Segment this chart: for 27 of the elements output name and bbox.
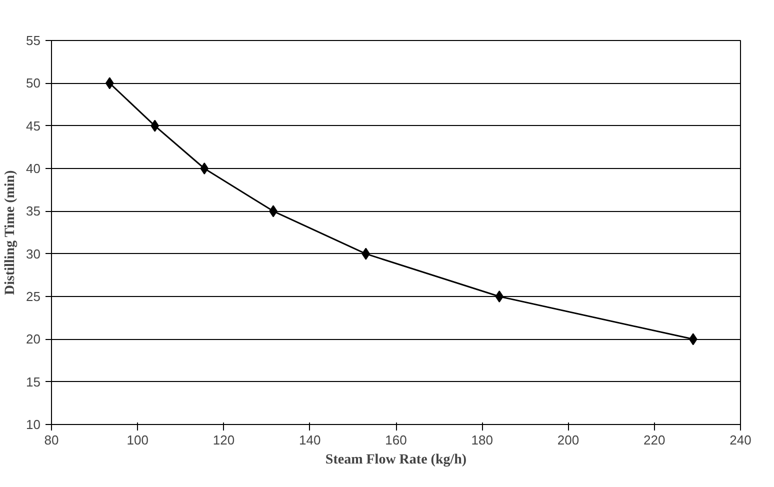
point: [688, 333, 698, 346]
x-tick-label: 240: [730, 432, 752, 448]
x-tick-label: 160: [385, 432, 407, 448]
y-tick-label: 20: [26, 332, 41, 347]
point: [495, 290, 504, 302]
x-tick-label: 220: [644, 432, 666, 448]
x-tick-label: 140: [299, 432, 321, 448]
y-axis-title: Distilling Time (min): [3, 170, 18, 295]
y-tick-label: 15: [26, 374, 41, 390]
y-tick-label: 25: [26, 289, 41, 304]
y-tick-label: 55: [26, 33, 41, 48]
x-tick-label: 120: [212, 432, 235, 448]
point: [105, 77, 114, 90]
x-tick-label: 100: [126, 432, 148, 448]
x-axis-title: Steam Flow Rate (kg/h): [325, 452, 467, 468]
point: [362, 248, 370, 260]
x-tick-label: 180: [471, 432, 493, 448]
x-tick-label: 200: [557, 432, 580, 448]
point: [200, 162, 209, 174]
point: [150, 120, 160, 132]
y-tick-label: 35: [26, 204, 41, 219]
y-tick-label: 10: [26, 417, 41, 432]
y-tick-label: 30: [26, 246, 41, 262]
y-tick-label: 50: [26, 76, 41, 91]
x-tick-label: 80: [44, 432, 59, 448]
y-tick-label: 45: [26, 118, 41, 134]
y-tick-label: 40: [26, 161, 41, 176]
